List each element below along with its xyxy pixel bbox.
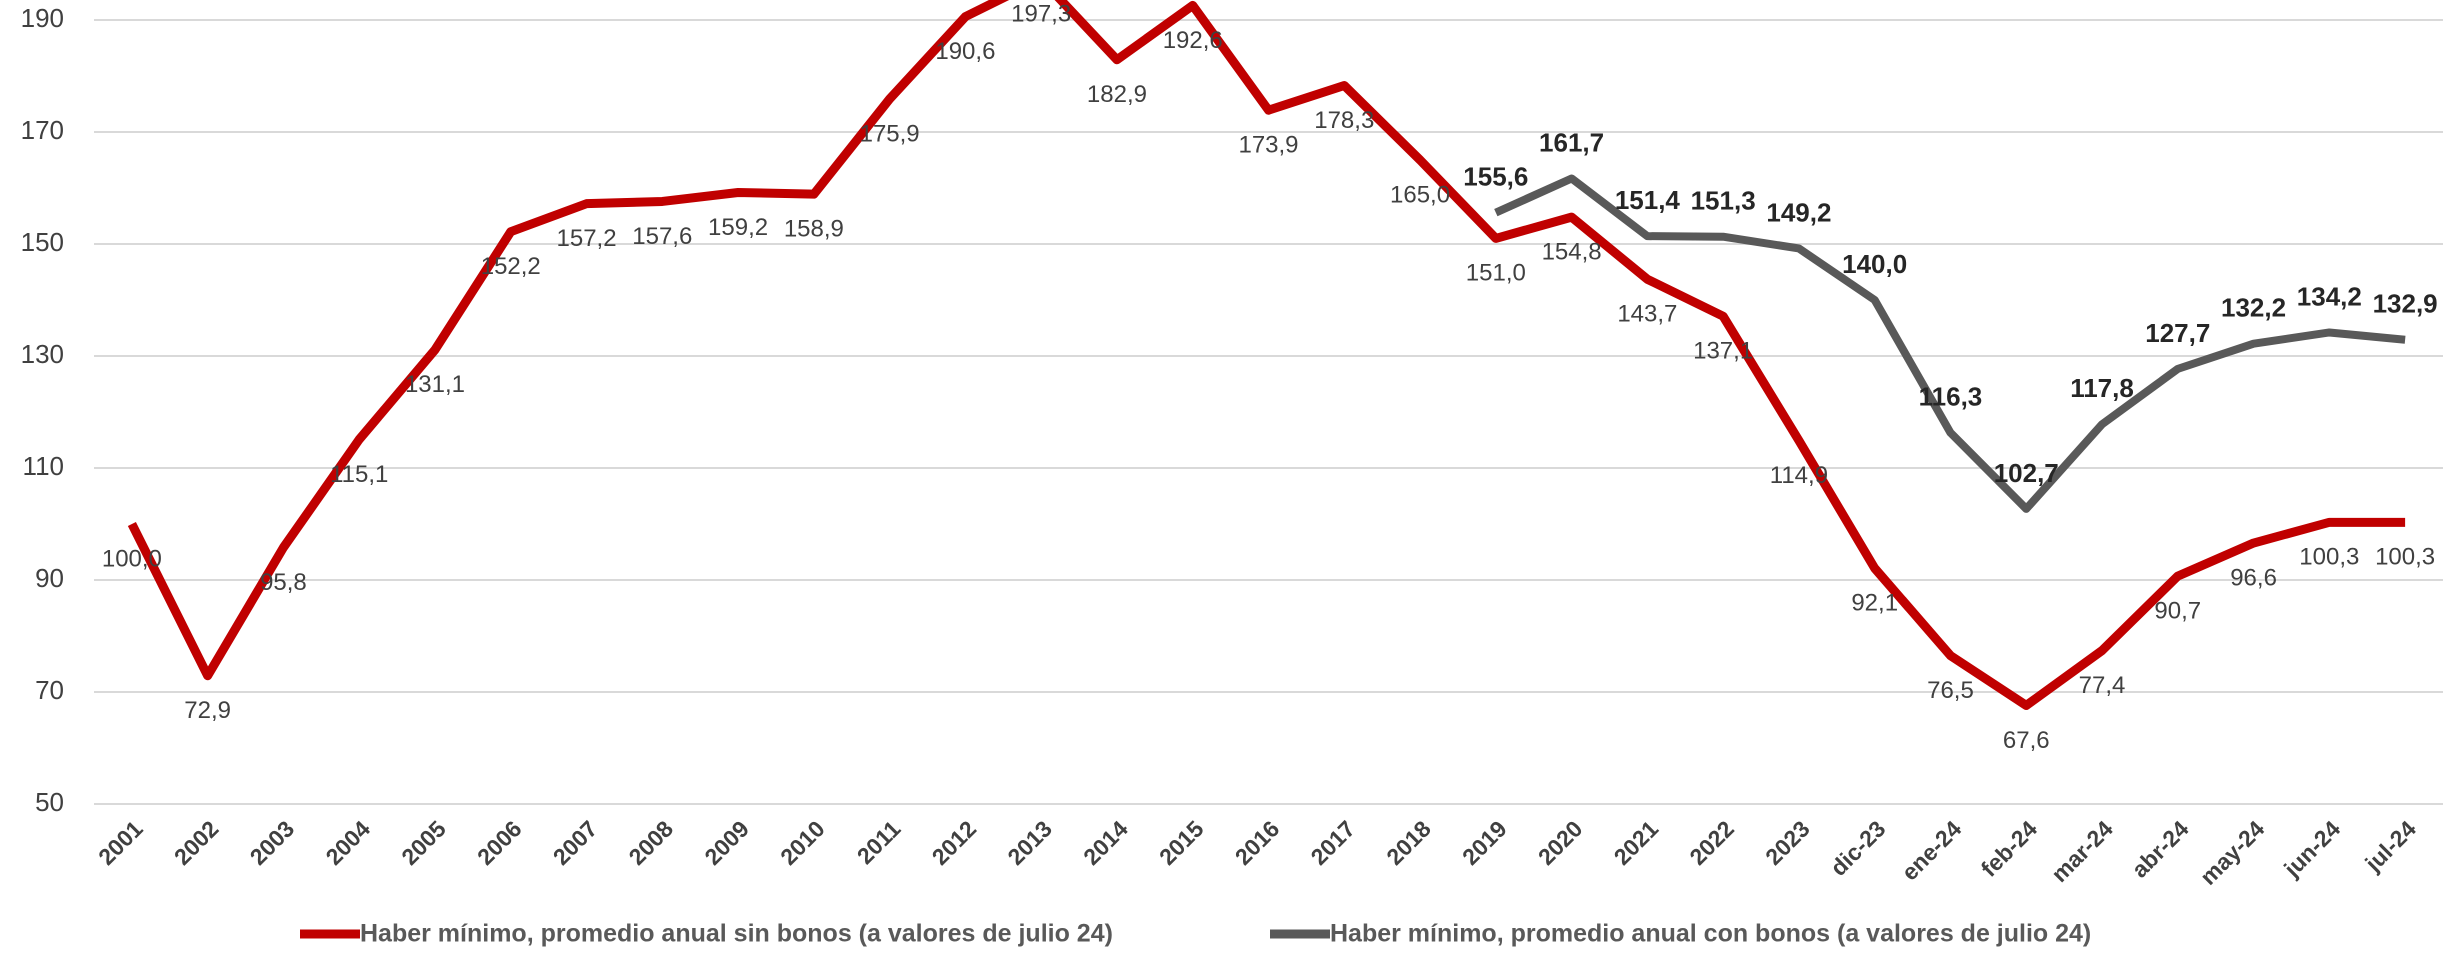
data-label: 100,3 [2299,544,2359,571]
data-label: 197,3 [1011,0,1071,27]
x-tick-label: dic-23 [1825,815,1890,880]
y-tick-label: 110 [23,451,64,481]
x-tick-label: mar-24 [2046,815,2118,887]
data-label: 178,3 [1314,107,1374,134]
data-label: 158,9 [784,216,844,243]
data-label: 92,1 [1851,590,1898,617]
x-tick-label: 2014 [1078,815,1133,870]
x-tick-label: 2022 [1684,815,1739,870]
data-label: 117,8 [2070,373,2134,403]
x-tick-label: 2011 [852,815,906,869]
data-label: 155,6 [1463,162,1528,192]
plot [127,0,2406,710]
x-tick-label: 2020 [1533,815,1588,870]
data-label: 95,8 [260,569,307,596]
x-tick-label: 2005 [396,815,451,870]
legend-label: Haber mínimo, promedio anual con bonos (… [1330,920,2091,948]
data-label: 175,9 [860,120,920,147]
x-tick-label: feb-24 [1976,815,2042,881]
data-label: 190,6 [935,38,995,65]
x-tick-label: 2006 [472,815,527,870]
x-tick-label: 2016 [1230,815,1285,870]
data-label: 151,4 [1615,185,1681,215]
x-tick-label: ene-24 [1896,815,1966,885]
data-label: 132,2 [2221,293,2286,323]
data-label: 127,7 [2145,318,2210,348]
data-label: 140,0 [1842,249,1907,279]
series-line [1494,174,2406,513]
y-tick-label: 50 [35,787,64,817]
legend-label: Haber mínimo, promedio anual sin bonos (… [360,920,1113,948]
data-label: 132,9 [2373,289,2438,319]
data-label: 77,4 [2079,672,2126,699]
data-label: 76,5 [1927,677,1974,704]
data-label: 143,7 [1617,301,1677,328]
x-tick-label: 2023 [1760,815,1815,870]
y-tick-label: 150 [21,227,64,257]
data-label: 100,3 [2375,544,2435,571]
x-tick-label: 2004 [320,815,375,870]
x-tick-label: jul-24 [2359,815,2421,877]
x-tick-label: 2013 [1002,815,1057,870]
data-label: 152,2 [481,253,541,280]
x-tick-label: abr-24 [2126,815,2193,882]
data-label: 116,3 [1919,382,1983,412]
data-label: 157,2 [557,225,617,252]
x-tick-label: 2015 [1154,815,1209,870]
y-tick-label: 70 [35,675,64,705]
series-line [127,0,2406,710]
y-tick-label: 130 [21,339,64,369]
data-label: 114,9 [1770,462,1828,489]
data-label: 165,0 [1390,181,1450,208]
x-tick-label: 2021 [1609,815,1664,870]
data-label: 115,1 [330,461,388,488]
data-label: 154,8 [1542,238,1602,265]
y-tick-label: 190 [21,3,64,33]
data-label: 137,1 [1693,338,1753,365]
data-label: 102,7 [1994,458,2059,488]
data-label: 182,9 [1087,81,1147,108]
x-tick-label: jun-24 [2278,815,2345,882]
data-label: 100,0 [102,545,162,572]
data-label: 67,6 [2003,727,2050,754]
data-label: 192,6 [1163,27,1223,54]
y-tick-label: 90 [35,563,64,593]
x-tick-label: 2009 [699,815,754,870]
x-tick-label: 2012 [927,815,982,870]
data-label: 173,9 [1238,132,1298,159]
data-label: 159,2 [708,214,768,241]
x-tick-label: 2018 [1381,815,1436,870]
x-tick-label: 2010 [775,815,830,870]
data-label: 149,2 [1766,197,1831,227]
x-tick-label: 2008 [624,815,679,870]
x-tick-label: 2019 [1457,815,1512,870]
data-label: 161,7 [1539,127,1604,157]
data-label: 151,3 [1691,186,1756,216]
x-tick-label: 2007 [548,815,603,870]
data-label: 157,6 [632,223,692,250]
y-tick-label: 170 [21,115,64,145]
x-tick-label: 2001 [93,815,148,870]
x-tick-label: 2017 [1306,815,1361,870]
x-tick-label: 2002 [169,815,224,870]
data-label: 72,9 [184,697,231,724]
data-label: 96,6 [2230,564,2277,591]
x-tick-label: may-24 [2195,815,2270,890]
data-label: 134,2 [2297,281,2362,311]
data-label: 131,1 [405,371,465,398]
data-label: 90,7 [2154,597,2201,624]
x-tick-label: 2003 [245,815,300,870]
data-label: 151,0 [1466,260,1526,287]
